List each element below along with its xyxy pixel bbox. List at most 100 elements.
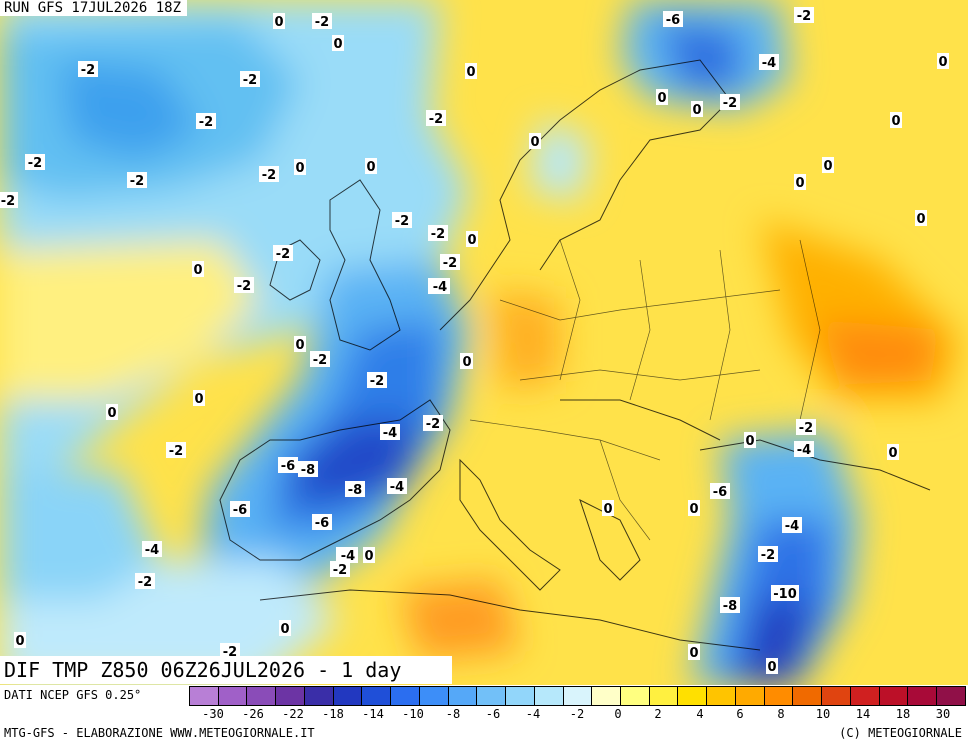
contour-label-background: [78, 61, 98, 77]
contour-label: -6: [713, 485, 727, 500]
contour-label: -2: [138, 575, 152, 590]
color-scale-swatch: [793, 687, 823, 705]
color-scale-tick-label: -18: [322, 707, 344, 721]
contour-labels: -2 -2 0 -2 -2 0 -2 -2 -2 0 -2 -2 0 -2 -2 -2 0 -2 0 -2 0 -2 -2 0…: [0, 0, 949, 675]
contour-label: 0: [194, 392, 203, 407]
color-scale-swatch: [563, 687, 593, 705]
color-scale-swatch: [218, 687, 248, 705]
contour-label: 0: [295, 161, 304, 176]
contour-label-background: [278, 457, 298, 473]
temperature-anomaly-map: -2 -2 0 -2 -2 0 -2 -2 -2 0 -2 -2 0 -2 -2 -2 0 -2 0 -2 0 -2 -2 0…: [0, 0, 968, 685]
contour-label-background: [392, 212, 412, 228]
contour-label: 0: [467, 233, 476, 248]
contour-label-background: [387, 478, 407, 494]
contour-label: -4: [383, 426, 397, 441]
contour-label-background: [794, 441, 814, 457]
contour-label-background: [466, 231, 478, 247]
color-scale-tick-label: 6: [736, 707, 744, 721]
contour-label: -8: [301, 463, 315, 478]
contour-label: -2: [243, 73, 257, 88]
color-scale-swatch: [908, 687, 938, 705]
contour-label-background: [688, 500, 700, 516]
color-scale-tick-label: 8: [777, 707, 785, 721]
contour-label-background: [771, 585, 799, 601]
contour-label: -2: [315, 15, 329, 30]
color-scale-tick-label: 30: [935, 707, 951, 721]
contour-label: -4: [433, 280, 447, 295]
color-scale-tick-label: -8: [445, 707, 461, 721]
color-scale-swatch: [506, 687, 535, 705]
contour-label-background: [310, 351, 330, 367]
color-scale-tick-label: -2: [569, 707, 585, 721]
contour-label: -8: [348, 483, 362, 498]
contour-label: -2: [28, 156, 42, 171]
contour-label-background: [720, 94, 740, 110]
color-scale-tick-label: 14: [855, 707, 871, 721]
color-scale-swatch: [592, 687, 622, 705]
footer-credit: MTG-GFS - ELABORAZIONE WWW.METEOGIORNALE…: [4, 726, 315, 740]
footer-copyright: (C) METEOGIORNALE: [839, 726, 962, 740]
contour-label-background: [796, 419, 816, 435]
color-scale-swatch: [678, 687, 708, 705]
contour-label: -4: [341, 549, 355, 564]
contour-label: 0: [364, 549, 373, 564]
contour-label: -10: [773, 587, 797, 602]
color-scale-swatch: [419, 687, 449, 705]
contour-label-background: [298, 461, 318, 477]
contour-label: -2: [333, 563, 347, 578]
contour-label-background: [259, 166, 279, 182]
contour-label-background: [794, 174, 806, 190]
contour-label-background: [759, 54, 779, 70]
contour-label: 0: [888, 446, 897, 461]
contour-label: -2: [276, 247, 290, 262]
contour-label: 0: [689, 502, 698, 517]
contour-label: 0: [692, 103, 701, 118]
contour-label: -4: [797, 443, 811, 458]
contour-label-background: [273, 13, 285, 29]
contour-label: -8: [723, 599, 737, 614]
contour-label-background: [312, 514, 332, 530]
color-scale-swatch: [764, 687, 794, 705]
contour-label: -2: [237, 279, 251, 294]
contour-label: 0: [462, 355, 471, 370]
color-scale-tick-label: -14: [362, 707, 384, 721]
contour-label-background: [822, 157, 834, 173]
contour-label-background: [915, 210, 927, 226]
contour-label-background: [312, 13, 332, 29]
contour-label-background: [794, 7, 814, 23]
contour-label-background: [465, 63, 477, 79]
contour-label-background: [192, 261, 204, 277]
contour-label: -2: [426, 417, 440, 432]
contour-label-background: [338, 547, 358, 563]
contour-label-background: [461, 353, 473, 369]
contour-label-background: [744, 432, 756, 448]
color-scale-swatch: [362, 687, 392, 705]
contour-label: 0: [891, 114, 900, 129]
contour-label-background: [220, 643, 240, 659]
contour-label-background: [758, 546, 778, 562]
contour-label-background: [332, 35, 344, 51]
coastlines: [219, 59, 931, 651]
country-borders: [469, 239, 821, 541]
contour-label-background: [345, 481, 365, 497]
contour-label: -6: [281, 459, 295, 474]
contour-label-background: [363, 547, 375, 563]
contour-label-background: [710, 483, 730, 499]
contour-label: -6: [666, 13, 680, 28]
contour-label: 0: [295, 338, 304, 353]
contour-label: -2: [130, 174, 144, 189]
contour-label: -2: [429, 112, 443, 127]
contour-label-background: [367, 372, 387, 388]
contour-label-background: [602, 500, 614, 516]
color-scale-swatch: [822, 687, 851, 705]
contour-label-background: [365, 158, 377, 174]
color-scale-tick-label: -10: [402, 707, 424, 721]
color-scale-swatch: [707, 687, 736, 705]
contour-label: 0: [466, 65, 475, 80]
contour-label: -2: [431, 227, 445, 242]
contour-label-background: [423, 415, 443, 431]
color-scale-swatch: [477, 687, 507, 705]
contour-label: 0: [795, 176, 804, 191]
contour-label: 0: [15, 634, 24, 649]
